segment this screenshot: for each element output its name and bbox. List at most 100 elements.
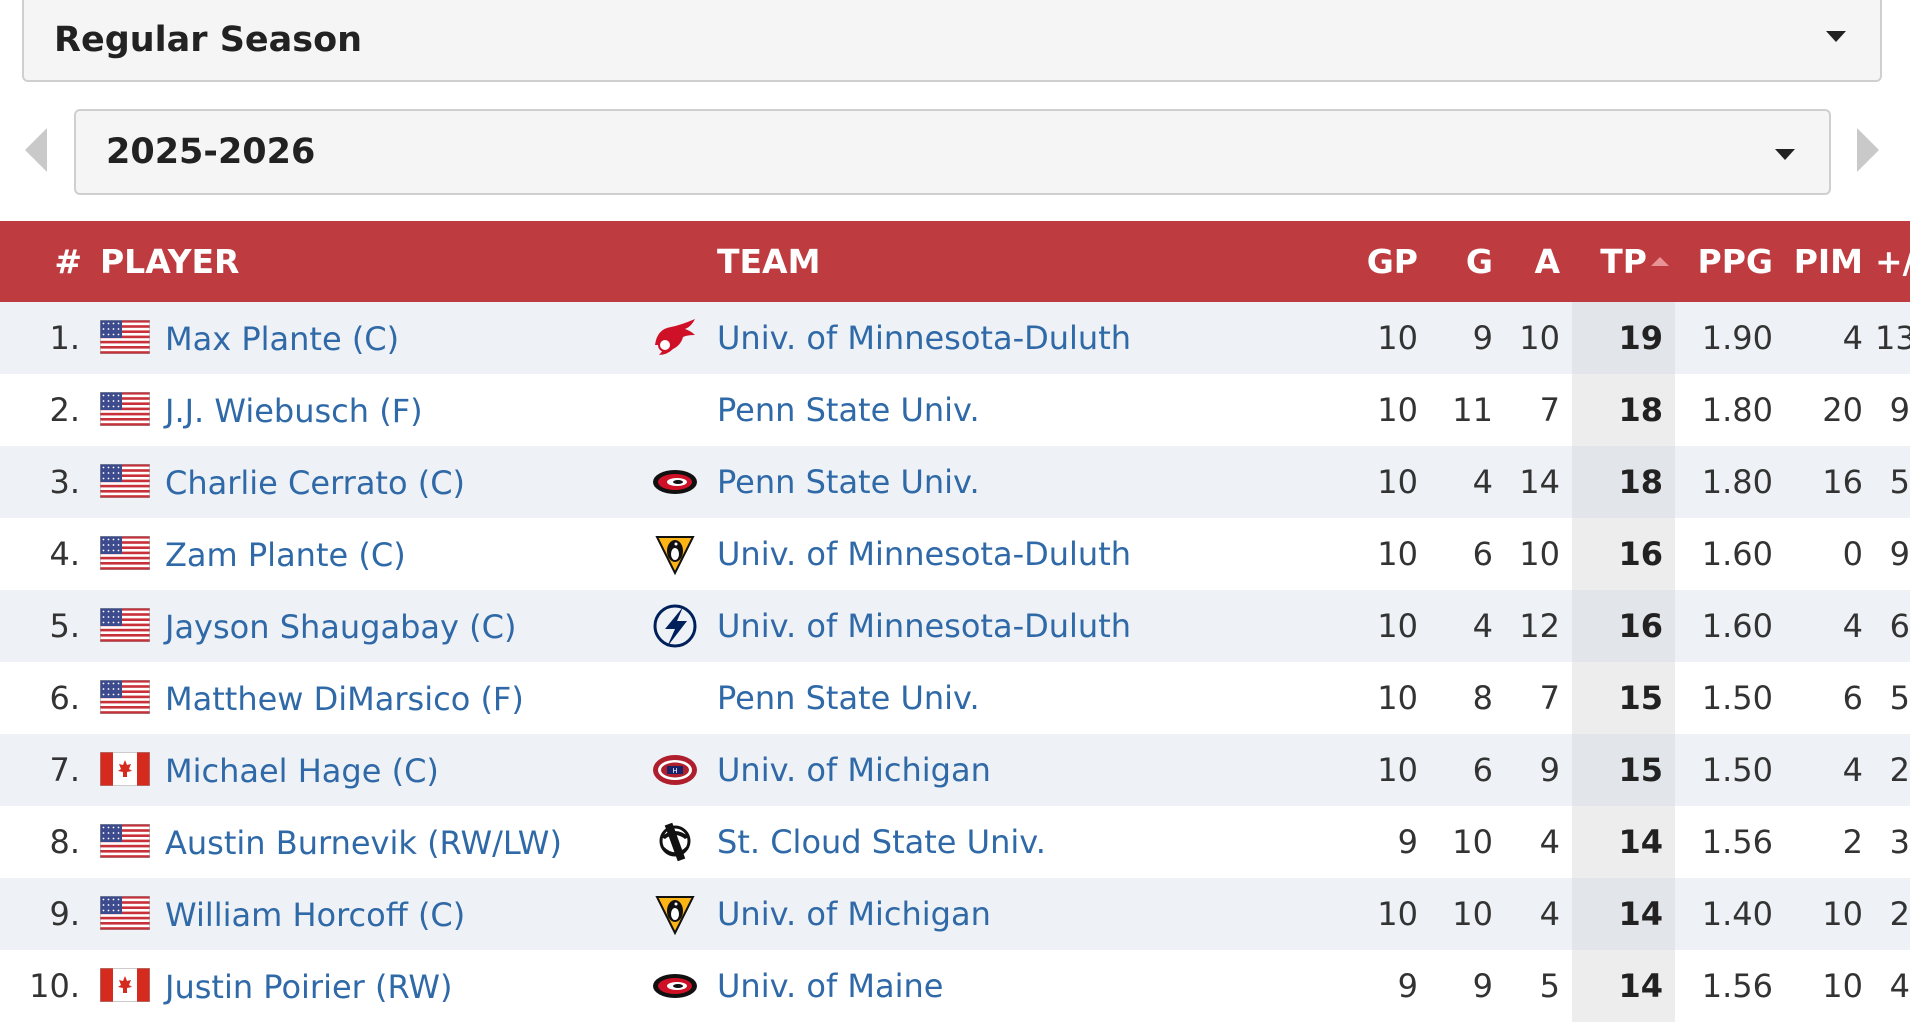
team-link[interactable]: Penn State Univ. — [717, 391, 980, 429]
table-row: 1. Max Plante (C) Univ. of Minnesota-Dulut… — [0, 302, 1910, 374]
assists-header[interactable]: A — [1534, 242, 1560, 281]
logo-cell — [640, 374, 710, 446]
gp-cell: 10 — [1377, 679, 1418, 717]
table-row: 2. J.J. Wiebusch (F) Penn State Univ. 10 11 7… — [0, 374, 1910, 446]
usa-flag-icon — [100, 319, 151, 355]
season-select[interactable]: 2025-2026 — [74, 109, 1831, 195]
usa-flag-icon — [100, 823, 151, 859]
team-link[interactable]: St. Cloud State Univ. — [717, 823, 1046, 861]
player-link[interactable]: William Horcoff (C) — [165, 896, 466, 934]
logo-cell — [640, 662, 710, 734]
player-link[interactable]: Michael Hage (C) — [165, 752, 439, 790]
plus-minus-header[interactable]: +/- — [1875, 242, 1910, 281]
usa-flag-icon — [100, 895, 151, 931]
goals-header[interactable]: G — [1465, 242, 1493, 281]
pim-header[interactable]: PIM — [1793, 242, 1863, 281]
player-link[interactable]: Jayson Shaugabay (C) — [165, 608, 517, 646]
plus-minus-cell: 2 — [1889, 895, 1910, 933]
goals-cell: 8 — [1472, 679, 1493, 717]
rank-cell: 4. — [49, 535, 80, 573]
team-cell: Univ. of Minnesota-Duluth — [710, 302, 1350, 374]
team-cell: Univ. of Michigan — [710, 734, 1350, 806]
table-row: 9. William Horcoff (C) Univ. of Michigan 10… — [0, 878, 1910, 950]
player-link[interactable]: Charlie Cerrato (C) — [165, 464, 466, 502]
rank-cell: 8. — [49, 823, 80, 861]
team-link[interactable]: Univ. of Michigan — [717, 895, 991, 933]
team-link[interactable]: Univ. of Michigan — [717, 751, 991, 789]
team-link[interactable]: Univ. of Minnesota-Duluth — [717, 535, 1132, 573]
tp-cell: 16 — [1572, 590, 1675, 662]
player-cell: Max Plante (C) — [100, 302, 640, 374]
ppg-cell: 1.90 — [1701, 319, 1773, 357]
tp-cell: 19 — [1572, 302, 1675, 374]
tp-header[interactable]: TP — [1572, 221, 1675, 302]
plus-minus-cell: 13 — [1875, 319, 1910, 357]
player-link[interactable]: Zam Plante (C) — [165, 536, 406, 574]
team-cell: Univ. of Maine — [710, 950, 1350, 1022]
logo-cell — [640, 806, 710, 878]
rank-cell: 5. — [49, 607, 80, 645]
tp-cell: 15 — [1572, 662, 1675, 734]
gp-cell: 10 — [1377, 607, 1418, 645]
goals-cell: 10 — [1452, 823, 1493, 861]
goals-cell: 6 — [1472, 535, 1493, 573]
tp-cell: 18 — [1572, 446, 1675, 518]
team-link[interactable]: Penn State Univ. — [717, 463, 980, 501]
player-link[interactable]: Matthew DiMarsico (F) — [165, 680, 524, 718]
player-link[interactable]: Max Plante (C) — [165, 320, 400, 358]
plus-minus-cell: 6 — [1889, 607, 1910, 645]
season-type-select[interactable]: Regular Season — [22, 0, 1882, 82]
table-header-row: # PLAYER TEAM GP G A TP PPG PIM +/- — [0, 221, 1910, 302]
plus-minus-cell: 9 — [1889, 535, 1910, 573]
next-season-arrow-icon[interactable] — [1857, 128, 1879, 172]
gp-header[interactable]: GP — [1366, 242, 1418, 281]
table-row: 10. Justin Poirier (RW) Univ. of Maine 9 9 5 1… — [0, 950, 1910, 1022]
team-link[interactable]: Univ. of Maine — [717, 967, 944, 1005]
hurricanes-logo-icon — [651, 459, 699, 505]
team-cell: Penn State Univ. — [710, 446, 1350, 518]
sort-ascending-icon — [1651, 257, 1669, 266]
team-cell: Penn State Univ. — [710, 374, 1350, 446]
team-link[interactable]: Univ. of Minnesota-Duluth — [717, 607, 1132, 645]
goals-cell: 9 — [1472, 319, 1493, 357]
goals-cell: 4 — [1472, 607, 1493, 645]
season-type-value: Regular Season — [54, 20, 363, 60]
player-link[interactable]: J.J. Wiebusch (F) — [165, 392, 423, 430]
player-link[interactable]: Austin Burnevik (RW/LW) — [165, 824, 562, 862]
rank-cell: 10. — [29, 967, 80, 1005]
plus-minus-cell: 9 — [1889, 391, 1910, 429]
goals-cell: 9 — [1472, 967, 1493, 1005]
ppg-header[interactable]: PPG — [1697, 242, 1773, 281]
player-link[interactable]: Justin Poirier (RW) — [165, 968, 453, 1006]
goals-cell: 10 — [1452, 895, 1493, 933]
logo-cell: H — [640, 734, 710, 806]
ppg-cell: 1.40 — [1701, 895, 1773, 933]
player-header[interactable]: PLAYER — [100, 242, 240, 281]
team-link[interactable]: Penn State Univ. — [717, 679, 980, 717]
goals-cell: 6 — [1472, 751, 1493, 789]
rank-cell: 6. — [49, 679, 80, 717]
team-cell: Penn State Univ. — [710, 662, 1350, 734]
team-cell: Univ. of Michigan — [710, 878, 1350, 950]
previous-season-arrow-icon[interactable] — [25, 128, 47, 172]
team-link[interactable]: Univ. of Minnesota-Duluth — [717, 319, 1132, 357]
canada-flag-icon — [100, 751, 151, 787]
usa-flag-icon — [100, 535, 151, 571]
gp-cell: 10 — [1377, 319, 1418, 357]
assists-cell: 4 — [1539, 895, 1560, 933]
rank-cell: 9. — [49, 895, 80, 933]
table-row: 4. Zam Plante (C) Univ. of Minnesota-Dulut… — [0, 518, 1910, 590]
pim-cell: 20 — [1822, 391, 1863, 429]
pim-cell: 16 — [1822, 463, 1863, 501]
plus-minus-cell: 3 — [1889, 823, 1910, 861]
tp-cell: 14 — [1572, 806, 1675, 878]
team-cell: St. Cloud State Univ. — [710, 806, 1350, 878]
assists-cell: 12 — [1519, 607, 1560, 645]
assists-cell: 9 — [1539, 751, 1560, 789]
plus-minus-cell: 2 — [1889, 751, 1910, 789]
pim-cell: 6 — [1842, 679, 1863, 717]
team-header[interactable]: TEAM — [717, 242, 821, 281]
hurricanes-logo-icon — [651, 963, 699, 1009]
ppg-cell: 1.80 — [1701, 463, 1773, 501]
tp-cell: 18 — [1572, 374, 1675, 446]
